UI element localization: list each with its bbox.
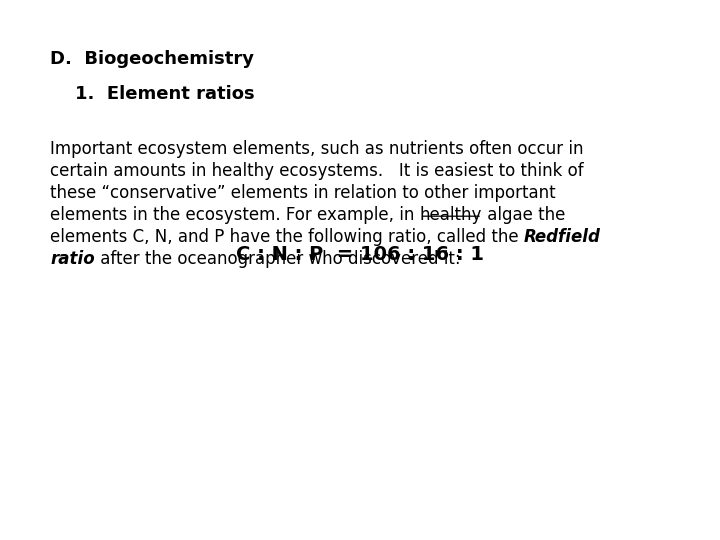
Text: ratio: ratio: [50, 250, 94, 268]
Text: C : N : P  = 106 : 16 : 1: C : N : P = 106 : 16 : 1: [236, 245, 484, 264]
Text: D.  Biogeochemistry: D. Biogeochemistry: [50, 50, 254, 68]
Text: algae the: algae the: [482, 206, 565, 224]
Text: after the oceanographer who discovered it:: after the oceanographer who discovered i…: [94, 250, 460, 268]
Text: Redfield: Redfield: [524, 228, 600, 246]
Text: 1.  Element ratios: 1. Element ratios: [75, 85, 255, 103]
Text: Important ecosystem elements, such as nutrients often occur in: Important ecosystem elements, such as nu…: [50, 140, 583, 158]
Text: healthy: healthy: [420, 206, 482, 224]
Text: elements in the ecosystem. For example, in: elements in the ecosystem. For example, …: [50, 206, 420, 224]
Text: these “conservative” elements in relation to other important: these “conservative” elements in relatio…: [50, 184, 556, 202]
Text: certain amounts in healthy ecosystems.   It is easiest to think of: certain amounts in healthy ecosystems. I…: [50, 162, 584, 180]
Text: elements C, N, and P have the following ratio, called the: elements C, N, and P have the following …: [50, 228, 524, 246]
